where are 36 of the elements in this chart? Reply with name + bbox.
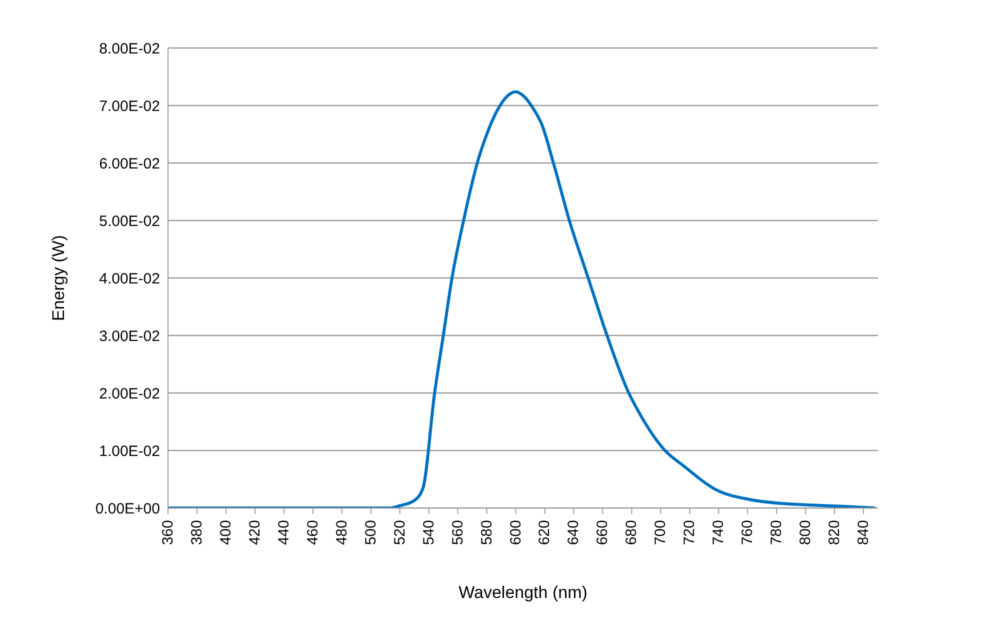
x-tick-label: 520 [391,520,408,546]
x-tick-label: 780 [768,520,786,546]
y-tick-label: 5.00E-02 [99,212,160,230]
x-tick-label: 420 [246,520,264,546]
y-tick-label: 7.00E-02 [99,98,160,115]
x-tick-label: 360 [160,520,176,546]
x-tick-label: 540 [420,520,438,546]
y-tick-label: 1.00E-02 [99,442,160,460]
x-tick-label: 440 [275,520,292,546]
y-tick-label: 4.00E-02 [99,270,160,288]
x-tick-label: 660 [594,520,612,546]
x-tick-label: 720 [681,520,698,546]
x-tick-label: 700 [652,520,670,546]
x-axis-title: Wavelength (nm) [458,583,588,602]
x-tick-label: 380 [188,520,206,546]
x-tick-label: 500 [362,520,380,546]
x-tick-label: 600 [507,520,524,546]
x-tick-label: 620 [536,520,554,546]
x-tick-label: 760 [739,520,756,546]
y-axis-title: Energy (W) [49,235,68,321]
x-tick-label: 840 [855,520,872,546]
x-tick-label: 640 [565,520,582,546]
x-tick-label: 800 [797,520,814,546]
y-tick-label: 3.00E-02 [99,328,160,345]
y-tick-label: 8.00E-02 [99,40,160,58]
x-tick-label: 580 [478,520,496,546]
x-tick-label: 480 [333,520,350,546]
x-tick-label: 460 [304,520,322,546]
y-tick-label: 6.00E-02 [99,155,160,172]
x-tick-label: 560 [449,520,466,546]
x-tick-label: 740 [710,520,728,546]
x-tick-label: 820 [826,520,844,546]
x-tick-label: 400 [217,520,234,546]
x-tick-label: 680 [623,520,640,546]
y-tick-label: 0.00E+00 [95,500,160,518]
y-tick-label: 2.00E-02 [99,385,160,402]
